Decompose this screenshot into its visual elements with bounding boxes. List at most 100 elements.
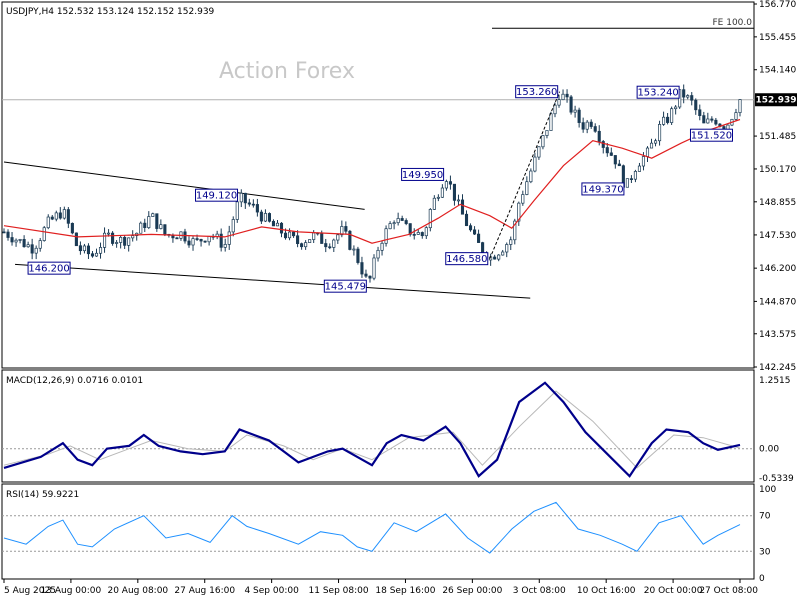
price-tick-label: 155.455 bbox=[759, 33, 796, 43]
candle-body bbox=[653, 140, 658, 144]
candle-body bbox=[183, 231, 187, 242]
candle-body bbox=[231, 219, 235, 233]
candle-body bbox=[440, 187, 444, 198]
candle-body bbox=[581, 122, 585, 130]
annotation-box bbox=[515, 85, 559, 99]
price-axis: 156.770 155.455 154.140 151.485 150.170 148.8… bbox=[754, 0, 796, 373]
candle-body bbox=[690, 95, 694, 101]
candle-body bbox=[223, 244, 227, 248]
candle-body bbox=[505, 244, 509, 253]
candle-body bbox=[468, 225, 473, 231]
time-tick-label: 11 Sep 08:00 bbox=[309, 586, 369, 596]
candle-body bbox=[102, 232, 107, 248]
candle-body bbox=[300, 243, 304, 248]
candle-body bbox=[239, 192, 243, 203]
candle-body bbox=[585, 121, 589, 130]
rsi-tick-label: 30 bbox=[759, 547, 771, 557]
candle-body bbox=[473, 229, 477, 235]
candle-body bbox=[456, 199, 461, 202]
candle-body bbox=[247, 202, 251, 205]
candle-body bbox=[392, 222, 396, 225]
candle-body bbox=[613, 155, 617, 165]
price-panel-title: USDJPY,H4 152.532 153.124 152.152 152.93… bbox=[6, 7, 215, 17]
candle-body bbox=[460, 199, 465, 215]
time-tick-label: 27 Aug 16:00 bbox=[174, 586, 235, 596]
candle-body bbox=[645, 147, 650, 157]
candle-body bbox=[501, 251, 505, 256]
candle-body bbox=[143, 222, 147, 228]
candle-body bbox=[601, 141, 605, 148]
candle-body bbox=[119, 236, 123, 243]
candle-body bbox=[267, 213, 271, 222]
macd-main-line bbox=[3, 381, 741, 478]
candle-body bbox=[175, 237, 179, 240]
candle-body bbox=[199, 238, 203, 242]
time-tick-label: 5 Aug 2025 bbox=[4, 586, 56, 596]
candle-body bbox=[360, 262, 364, 275]
candle-body bbox=[187, 240, 191, 246]
candle-body bbox=[38, 240, 42, 249]
candle-body bbox=[308, 239, 312, 243]
candle-body bbox=[617, 163, 621, 167]
candle-body bbox=[332, 239, 336, 248]
candle-body bbox=[464, 213, 469, 227]
candle-body bbox=[477, 233, 481, 243]
candle-body bbox=[219, 233, 223, 248]
candle-body bbox=[428, 209, 432, 229]
price-tick-label: 142.245 bbox=[759, 363, 796, 373]
candle-body bbox=[10, 237, 14, 243]
candle-body bbox=[191, 238, 195, 246]
candle-body bbox=[702, 115, 706, 124]
time-tick-label: 20 Aug 08:00 bbox=[107, 586, 168, 596]
candle-body bbox=[706, 118, 710, 124]
candle-body bbox=[235, 201, 239, 220]
trendlines bbox=[3, 161, 531, 299]
rsi-panel-frame bbox=[1, 483, 755, 580]
annotation-box bbox=[689, 128, 733, 142]
candle-body bbox=[380, 242, 384, 251]
candle-body bbox=[90, 253, 95, 257]
candle-body bbox=[195, 238, 199, 240]
candle-body bbox=[30, 244, 34, 254]
candle-body bbox=[328, 246, 332, 249]
candle-body bbox=[259, 211, 263, 222]
candle-body bbox=[541, 135, 545, 148]
price-candles bbox=[2, 84, 742, 283]
candle-body bbox=[163, 224, 167, 235]
price-tick-label: 148.855 bbox=[759, 198, 796, 208]
candle-body bbox=[416, 232, 420, 235]
macd-tick-label: -0.5339 bbox=[759, 474, 794, 484]
candle-body bbox=[151, 213, 155, 217]
candle-body bbox=[710, 118, 714, 121]
annotation-box bbox=[581, 182, 625, 196]
candle-body bbox=[26, 244, 30, 248]
candle-body bbox=[111, 232, 115, 244]
price-tick-label: 151.485 bbox=[759, 132, 796, 142]
candle-body bbox=[288, 231, 292, 239]
candle-body bbox=[714, 119, 718, 125]
current-price-tag: 152.939 bbox=[755, 93, 797, 107]
candle-body bbox=[86, 245, 91, 255]
candle-body bbox=[356, 248, 360, 263]
candle-body bbox=[533, 156, 537, 172]
candle-body bbox=[115, 242, 119, 244]
annotation-label: 151.520 bbox=[691, 131, 732, 142]
candle-body bbox=[408, 223, 412, 235]
candle-body bbox=[283, 232, 288, 239]
candle-body bbox=[34, 247, 38, 254]
price-annotations: 153.260 153.240 149.950 149.120 149.370 151.5… bbox=[27, 85, 733, 293]
price-tick-label: 144.870 bbox=[759, 297, 796, 307]
candle-body bbox=[633, 171, 637, 180]
candle-body bbox=[263, 213, 267, 222]
time-tick-label: 13 Aug 00:00 bbox=[41, 586, 102, 596]
candle-body bbox=[493, 256, 497, 260]
candle-body bbox=[312, 232, 316, 240]
candle-body bbox=[320, 232, 324, 244]
candle-body bbox=[384, 228, 388, 244]
candle-body bbox=[448, 181, 452, 185]
candle-body bbox=[14, 239, 18, 243]
candle-body bbox=[155, 213, 159, 229]
candle-body bbox=[279, 222, 284, 234]
candle-body bbox=[147, 216, 151, 228]
